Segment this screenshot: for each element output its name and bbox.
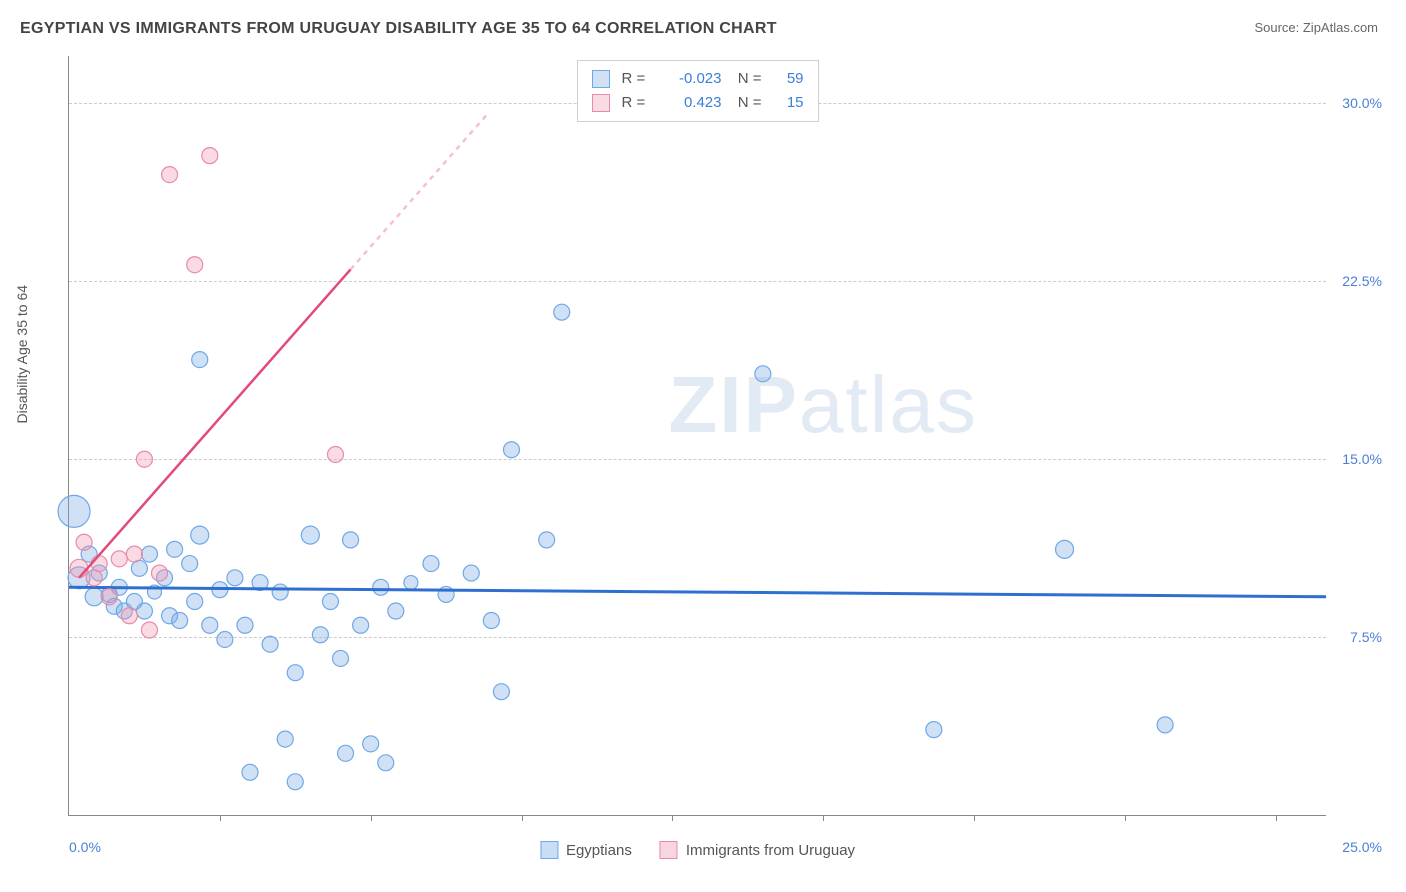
- r-value: 0.423: [662, 91, 722, 115]
- data-point: [187, 594, 203, 610]
- data-point: [182, 556, 198, 572]
- data-point: [126, 546, 142, 562]
- y-tick-label: 15.0%: [1330, 451, 1382, 467]
- data-point: [378, 755, 394, 771]
- y-tick-label: 7.5%: [1330, 629, 1382, 645]
- swatch-icon: [660, 841, 678, 859]
- data-point: [363, 736, 379, 752]
- data-point: [152, 565, 168, 581]
- data-point: [554, 304, 570, 320]
- data-point: [202, 617, 218, 633]
- data-point: [301, 526, 319, 544]
- n-value: 15: [774, 91, 804, 115]
- data-point: [373, 579, 389, 595]
- y-tick-label: 30.0%: [1330, 95, 1382, 111]
- r-value: -0.023: [662, 67, 722, 91]
- scatter-svg: [69, 56, 1326, 815]
- data-point: [262, 636, 278, 652]
- data-point: [287, 665, 303, 681]
- data-point: [388, 603, 404, 619]
- plot-area: ZIPatlas R = -0.023 N = 59 R = 0.423 N =…: [68, 56, 1326, 816]
- data-point: [287, 774, 303, 790]
- chart-container: Disability Age 35 to 64 ZIPatlas R = -0.…: [20, 56, 1386, 872]
- data-point: [136, 451, 152, 467]
- data-point: [237, 617, 253, 633]
- data-point: [58, 495, 90, 527]
- data-point: [70, 559, 88, 577]
- data-point: [503, 442, 519, 458]
- data-point: [463, 565, 479, 581]
- data-point: [353, 617, 369, 633]
- data-point: [493, 684, 509, 700]
- data-point: [1056, 540, 1074, 558]
- correlation-legend: R = -0.023 N = 59 R = 0.423 N = 15: [577, 60, 819, 122]
- data-point: [131, 560, 147, 576]
- data-point: [86, 570, 102, 586]
- data-point: [101, 589, 117, 605]
- data-point: [141, 622, 157, 638]
- data-point: [338, 745, 354, 761]
- x-tick: [823, 815, 824, 821]
- data-point: [483, 613, 499, 629]
- x-tick: [220, 815, 221, 821]
- data-point: [423, 556, 439, 572]
- swatch-icon: [592, 70, 610, 88]
- data-point: [162, 167, 178, 183]
- data-point: [192, 352, 208, 368]
- data-point: [312, 627, 328, 643]
- x-tick: [672, 815, 673, 821]
- legend-item-uruguay: Immigrants from Uruguay: [660, 841, 855, 859]
- x-min-label: 0.0%: [69, 839, 101, 855]
- data-point: [277, 731, 293, 747]
- y-tick-label: 22.5%: [1330, 273, 1382, 289]
- data-point: [242, 764, 258, 780]
- swatch-icon: [592, 94, 610, 112]
- data-point: [272, 584, 288, 600]
- y-axis-label: Disability Age 35 to 64: [14, 285, 30, 424]
- data-point: [322, 594, 338, 610]
- source-label: Source: ZipAtlas.com: [1254, 20, 1378, 35]
- data-point: [121, 608, 137, 624]
- data-point: [404, 576, 418, 590]
- data-point: [227, 570, 243, 586]
- swatch-icon: [540, 841, 558, 859]
- x-tick: [371, 815, 372, 821]
- data-point: [111, 551, 127, 567]
- x-tick: [1276, 815, 1277, 821]
- data-point: [202, 148, 218, 164]
- x-tick: [522, 815, 523, 821]
- series-legend: Egyptians Immigrants from Uruguay: [540, 841, 855, 859]
- data-point: [85, 588, 103, 606]
- x-max-label: 25.0%: [1342, 839, 1382, 855]
- data-point: [926, 722, 942, 738]
- chart-title: EGYPTIAN VS IMMIGRANTS FROM URUGUAY DISA…: [20, 20, 777, 38]
- data-point: [172, 613, 188, 629]
- legend-row-uruguay: R = 0.423 N = 15: [592, 91, 804, 115]
- data-point: [191, 526, 209, 544]
- x-tick: [974, 815, 975, 821]
- x-tick: [1125, 815, 1126, 821]
- data-point: [327, 446, 343, 462]
- data-point: [136, 603, 152, 619]
- data-point: [539, 532, 555, 548]
- data-point: [167, 541, 183, 557]
- data-point: [187, 257, 203, 273]
- data-point: [343, 532, 359, 548]
- data-point: [217, 631, 233, 647]
- legend-item-egyptians: Egyptians: [540, 841, 632, 859]
- data-point: [76, 534, 92, 550]
- header: EGYPTIAN VS IMMIGRANTS FROM URUGUAY DISA…: [0, 0, 1406, 46]
- data-point: [141, 546, 157, 562]
- legend-row-egyptians: R = -0.023 N = 59: [592, 67, 804, 91]
- data-point: [1157, 717, 1173, 733]
- data-point: [755, 366, 771, 382]
- n-value: 59: [774, 67, 804, 91]
- data-point: [333, 650, 349, 666]
- data-point: [91, 556, 107, 572]
